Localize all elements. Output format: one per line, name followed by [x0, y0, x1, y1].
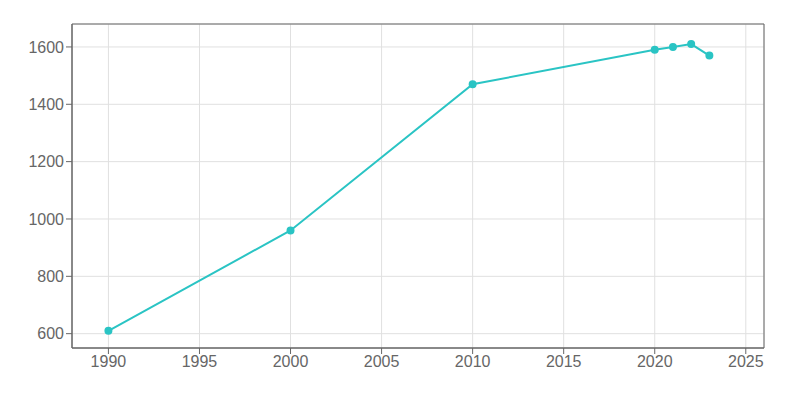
svg-text:2020: 2020	[637, 353, 673, 370]
svg-text:1995: 1995	[182, 353, 218, 370]
svg-text:1400: 1400	[28, 96, 64, 113]
svg-text:2005: 2005	[364, 353, 400, 370]
svg-text:800: 800	[37, 268, 64, 285]
svg-text:1000: 1000	[28, 211, 64, 228]
svg-text:600: 600	[37, 325, 64, 342]
svg-text:2010: 2010	[455, 353, 491, 370]
svg-text:1990: 1990	[91, 353, 127, 370]
svg-text:2015: 2015	[546, 353, 582, 370]
svg-text:1600: 1600	[28, 39, 64, 56]
svg-text:2000: 2000	[273, 353, 309, 370]
svg-text:1200: 1200	[28, 153, 64, 170]
svg-text:2025: 2025	[728, 353, 764, 370]
